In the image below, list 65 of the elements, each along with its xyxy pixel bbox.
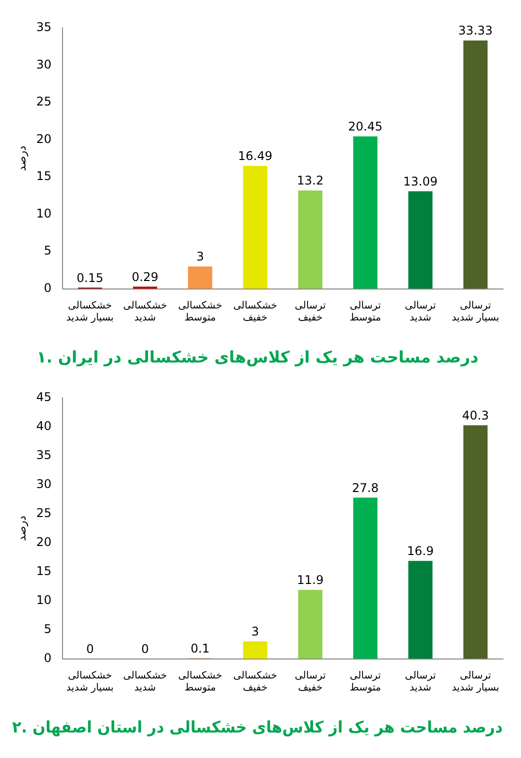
y-tick-label: 40 (36, 419, 52, 434)
data-label: 11.9 (296, 572, 324, 587)
y-tick-label: 15 (36, 169, 52, 184)
y-tick-label: 15 (36, 564, 52, 578)
data-label: 0.29 (132, 270, 158, 284)
y-tick-label: 10 (36, 206, 52, 220)
data-label: 0 (141, 642, 149, 656)
x-tick-label: خشکسالی شدید (123, 300, 168, 324)
data-label: 0 (86, 642, 94, 656)
data-label: 3 (196, 250, 204, 264)
bar (463, 40, 488, 289)
x-tick-label: ترسالی شدید (404, 300, 436, 324)
y-tick-label: 45 (36, 390, 52, 404)
x-tick-label: خشکسالی متوسط (178, 300, 222, 324)
text: ۲. درصد مساحت هر یک از کلاس‌های خشکسالی در استان اصفهان (12, 718, 503, 737)
y-tick-label: 35 (36, 20, 52, 34)
y-tick-label: 5 (44, 622, 52, 636)
data-label: 0.1 (190, 641, 210, 656)
bar (353, 136, 378, 289)
data-label: 27.8 (352, 480, 379, 495)
bar (243, 166, 268, 289)
x-tick-label: ترسالی خفیف (294, 300, 326, 324)
bar (243, 641, 268, 659)
text: ۱. درصد مساحت هر یک از کلاس‌های خشکسالی در ایران (36, 348, 478, 367)
data-label: 13.09 (403, 174, 438, 188)
data-label: 0.15 (76, 270, 104, 285)
bar (188, 266, 212, 289)
y-tick-label: 5 (44, 244, 52, 258)
x-tick-label: خشکسالی متوسط (178, 670, 222, 694)
x-tick-label: ترسالی خفیف (294, 670, 326, 694)
y-tick-label: 30 (36, 477, 52, 492)
y-tick-label: 20 (36, 535, 52, 550)
x-tick-label: ترسالی متوسط (350, 300, 382, 324)
data-label: 20.45 (348, 120, 383, 134)
y-tick-label: 35 (36, 448, 52, 462)
data-label: 33.33 (458, 24, 493, 38)
x-tick-label: ترسالی بسیار شدید (452, 670, 500, 694)
x-tick-label: خشکسالی شدید (123, 670, 168, 694)
y-tick-label: 0 (44, 650, 52, 665)
y-tick-label: 10 (36, 592, 52, 607)
y-axis-title: درصد (15, 516, 28, 542)
y-tick-label: 25 (36, 506, 52, 520)
y-tick-label: 25 (36, 94, 52, 109)
x-tick-label: خشکسالی بسیار شدید (66, 670, 114, 694)
y-tick-label: 20 (36, 132, 52, 146)
data-label: 40.3 (462, 408, 489, 422)
bar (298, 590, 322, 659)
bar (463, 425, 488, 659)
data-label: 16.49 (238, 149, 272, 164)
data-label: 3 (251, 624, 260, 639)
x-tick-label: خشکسالی بسیار شدید (66, 300, 114, 324)
x-tick-label: ترسالی شدید (404, 670, 436, 694)
bar (353, 498, 378, 659)
bar (298, 190, 322, 289)
bar (408, 560, 433, 659)
x-tick-label: ترسالی بسیار شدید (452, 300, 500, 324)
data-label: 13.2 (296, 174, 324, 188)
y-tick-label: 30 (36, 57, 52, 72)
y-tick-label: 0 (44, 280, 52, 295)
x-tick-label: خشکسالی خفیف (233, 670, 278, 694)
x-tick-label: خشکسالی خفیف (233, 300, 278, 324)
data-label: 16.9 (407, 544, 434, 558)
x-tick-label: ترسالی متوسط (350, 670, 382, 694)
bar (408, 191, 433, 289)
y-axis-title: درصد (15, 146, 28, 172)
